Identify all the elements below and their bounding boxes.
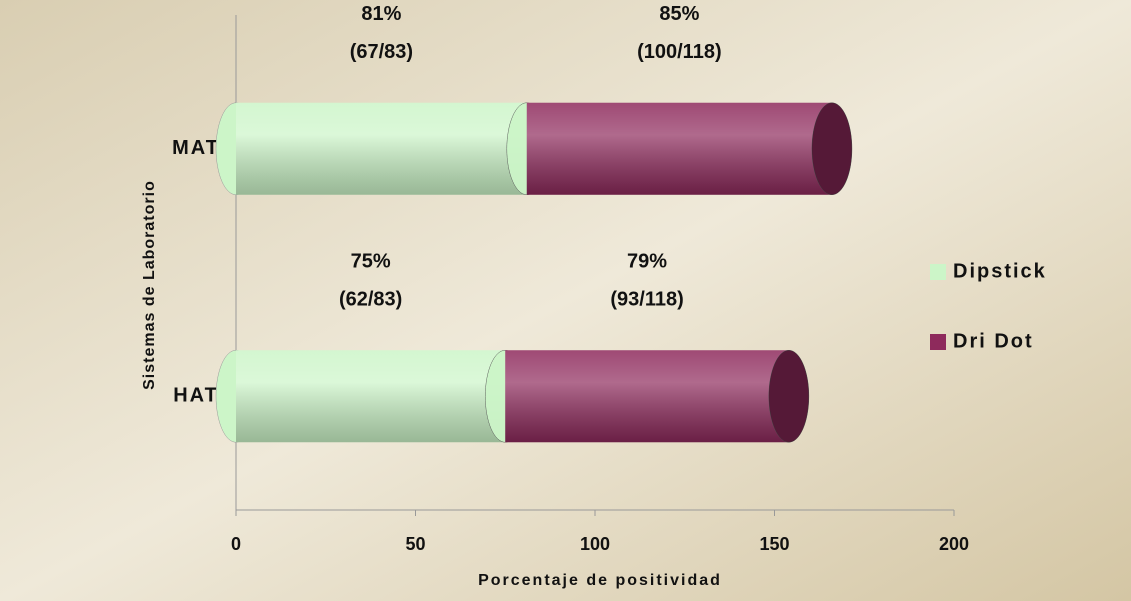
x-tick-label: 150 bbox=[759, 534, 789, 554]
value-label: 75% bbox=[351, 251, 391, 273]
x-tick-label: 200 bbox=[939, 534, 969, 554]
legend-swatch bbox=[930, 264, 946, 280]
y-tick-label: HAT bbox=[173, 385, 219, 407]
y-axis-title: Sistemas de Laboratorio bbox=[141, 180, 158, 390]
x-tick-label: 50 bbox=[405, 534, 425, 554]
value-fraction: (67/83) bbox=[350, 41, 413, 63]
value-fraction: (93/118) bbox=[610, 289, 683, 311]
cap-dark bbox=[768, 350, 809, 443]
legend-swatch bbox=[930, 334, 946, 350]
shading bbox=[526, 102, 832, 195]
x-tick-label: 0 bbox=[231, 534, 241, 554]
value-fraction: (62/83) bbox=[339, 289, 402, 311]
value-label: 79% bbox=[627, 251, 667, 273]
shading bbox=[236, 350, 506, 443]
value-fraction: (100/118) bbox=[637, 41, 722, 63]
value-label: 85% bbox=[659, 3, 699, 25]
x-axis-title: Porcentaje de positividad bbox=[478, 572, 722, 589]
legend-label: Dri Dot bbox=[953, 330, 1034, 352]
shading bbox=[505, 350, 789, 443]
value-label: 81% bbox=[361, 3, 401, 25]
cap bbox=[768, 350, 810, 443]
shading bbox=[236, 102, 527, 195]
legend-label: Dipstick bbox=[953, 260, 1047, 282]
y-tick-label: MAT bbox=[172, 137, 220, 159]
x-tick-label: 100 bbox=[580, 534, 610, 554]
cap-dark bbox=[811, 102, 852, 195]
cap bbox=[811, 102, 853, 195]
